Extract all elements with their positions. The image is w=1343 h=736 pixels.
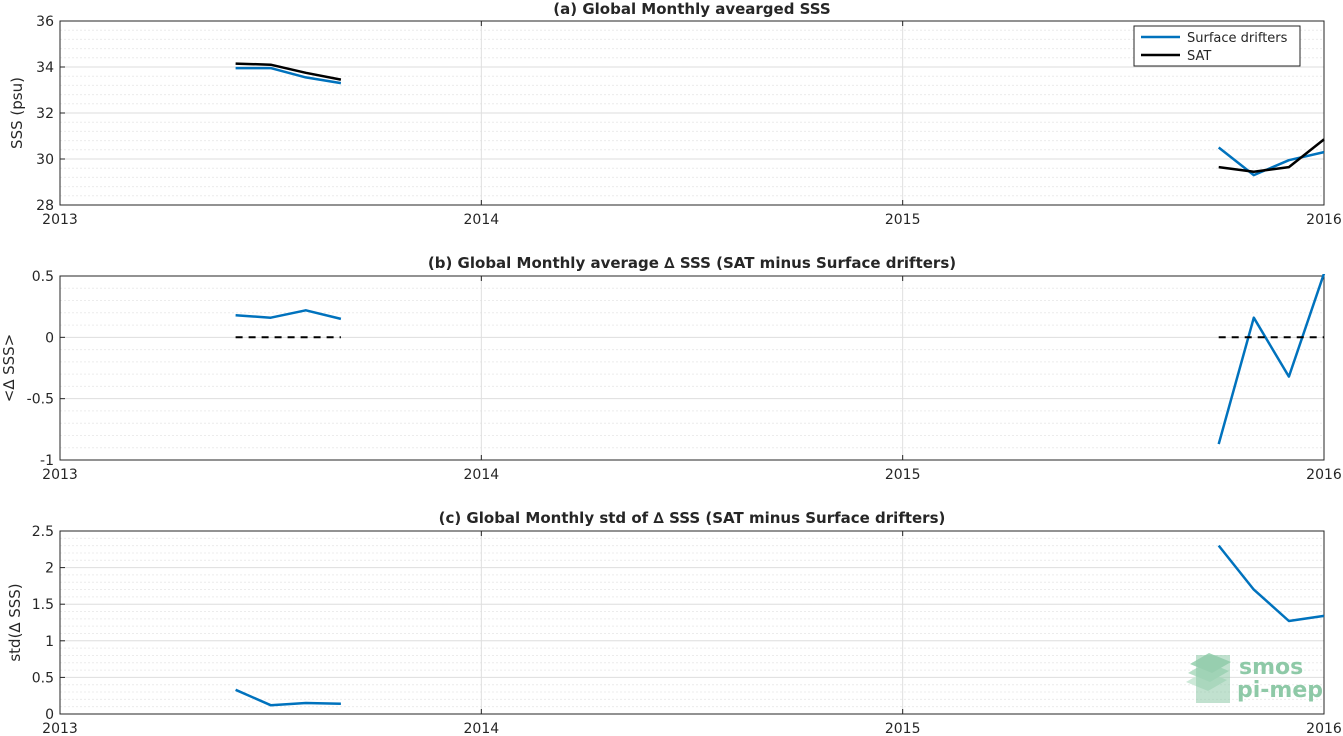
y-tick-label: 34 xyxy=(36,60,54,76)
x-tick-label: 2014 xyxy=(464,467,500,483)
chart-panel-2: -1 -0.5 0 0.5 2013 2014 2015 2016 (b) Global Mon… xyxy=(0,254,1342,483)
y-tick-label: 0 xyxy=(45,330,54,346)
axes-box xyxy=(59,20,1325,206)
series-line-delta-sss xyxy=(235,274,1326,445)
y-tick-label: 0.5 xyxy=(32,269,54,285)
series-line-surface-drifters xyxy=(235,66,1325,177)
y-axis-label: SSS (psu) xyxy=(8,77,26,149)
y-tick-label: 0.5 xyxy=(32,670,54,686)
legend-label: SAT xyxy=(1187,49,1211,64)
y-axis-label: <∆ SSS> xyxy=(0,334,18,403)
chart-title: (a) Global Monthly avearged SSS xyxy=(553,0,830,18)
x-tick-label: 2013 xyxy=(42,467,78,483)
legend-box xyxy=(1133,25,1301,67)
series-line-sat xyxy=(235,62,1325,173)
x-tick-label: 2015 xyxy=(885,721,921,736)
legend: Surface drifters SAT xyxy=(1133,25,1301,67)
series-line-delta-sss xyxy=(235,544,1325,707)
smos-pi-mep-logo: smos pi-mep xyxy=(1186,653,1323,703)
y-tick-label: 28 xyxy=(36,198,54,214)
x-tick-label: 2013 xyxy=(42,212,78,228)
axes-box xyxy=(59,530,1325,715)
chart-panel-1: 28 30 32 34 36 2013 2014 2015 2016 (a) Global Mon… xyxy=(8,0,1342,228)
chart-title: (b) Global Monthly average ∆ SSS (SAT mi… xyxy=(428,254,956,272)
y-tick-label: 1 xyxy=(45,634,54,650)
x-tick-label: 2016 xyxy=(1306,212,1342,228)
y-tick-label: 0 xyxy=(45,707,54,723)
chart-title: (c) Global Monthly std of ∆ SSS (SAT min… xyxy=(439,509,946,527)
y-tick-label: 2 xyxy=(45,561,54,577)
logo-text-pi-mep: pi-mep xyxy=(1237,678,1323,703)
x-tick-label: 2015 xyxy=(885,467,921,483)
legend-label: Surface drifters xyxy=(1187,31,1288,46)
y-tick-label: 1.5 xyxy=(32,597,54,613)
x-tick-label: 2016 xyxy=(1306,721,1342,736)
logo-text-smos: smos xyxy=(1239,655,1303,680)
x-tick-label: 2013 xyxy=(42,721,78,736)
x-tick-label: 2016 xyxy=(1306,467,1342,483)
y-tick-label: 32 xyxy=(36,106,54,122)
y-tick-label: 2.5 xyxy=(32,524,54,540)
y-tick-label: -0.5 xyxy=(27,392,54,408)
x-tick-label: 2015 xyxy=(885,212,921,228)
y-tick-label: -1 xyxy=(40,453,54,469)
x-tick-label: 2014 xyxy=(464,721,500,736)
y-axis-label: std(∆ SSS) xyxy=(6,583,24,661)
chart-panel-3: 0 0.5 1 1.5 2 2.5 2013 2014 2015 2016 (c) Global M… xyxy=(6,509,1342,736)
y-tick-label: 30 xyxy=(36,152,54,168)
axes-box xyxy=(59,275,1325,461)
x-tick-label: 2014 xyxy=(464,212,500,228)
y-tick-label: 36 xyxy=(36,14,54,30)
